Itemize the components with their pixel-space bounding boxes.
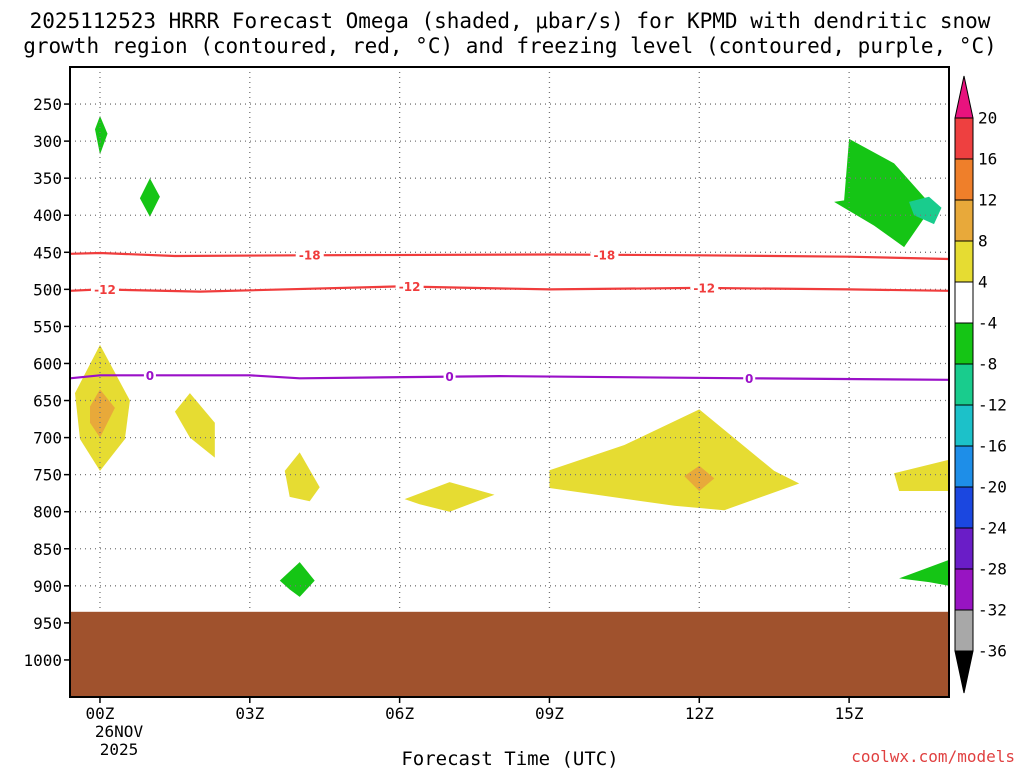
- contour-label-isotherm-minus18-1: -18: [594, 248, 616, 262]
- credit-link[interactable]: coolwx.com/models: [851, 747, 1015, 766]
- contour-label-freezing-level-1: 0: [445, 370, 453, 384]
- colorbar-label--12: -12: [978, 396, 1007, 415]
- colorbar-label--8: -8: [978, 355, 997, 374]
- omega-region-teal-390-16z: [909, 196, 942, 225]
- x-tick-label-00z: 00Z: [86, 704, 115, 723]
- colorbar-box-2: [954, 158, 974, 201]
- y-tick-label-300: 300: [33, 132, 62, 151]
- contour-label-isotherm-minus12-0: -12: [94, 283, 116, 297]
- plot-background: [70, 67, 949, 697]
- omega-region-yellow-750-04z: [284, 452, 320, 502]
- omega-region-green-350-15z: [834, 138, 929, 248]
- contour-label-isotherm-minus18-0: -18: [299, 249, 321, 263]
- omega-region-green-890-16z: [899, 559, 949, 586]
- y-tick-label-900: 900: [33, 577, 62, 596]
- grid: [70, 67, 949, 697]
- colorbar-box-10: [954, 486, 974, 529]
- colorbar-box-9: [954, 445, 974, 488]
- colorbar-box-12: [954, 568, 974, 611]
- colorbar-box-1: [954, 117, 974, 160]
- contour-label-bg-isotherm-minus12-2: [690, 280, 719, 295]
- omega-region-orange-660-00z: [90, 389, 115, 438]
- contour-label-isotherm-minus12-2: -12: [693, 281, 715, 295]
- omega-region-yellow-780-07z: [404, 482, 495, 512]
- colorbar-label--36: -36: [978, 642, 1007, 661]
- colorbar-top-triangle: [954, 75, 974, 119]
- y-tick-label-750: 750: [33, 466, 62, 485]
- x-axis: 00Z 03Z 06Z 09Z 12Z 15Z: [86, 697, 864, 723]
- y-tick-label-1000: 1000: [23, 651, 62, 670]
- omega-region-orange-750-12z: [684, 465, 715, 491]
- y-tick-label-450: 450: [33, 243, 62, 262]
- omega-region-green-380-01z: [139, 178, 160, 217]
- chart-title-line1: 2025112523 HRRR Forecast Omega (shaded, …: [30, 9, 991, 33]
- y-tick-label-550: 550: [33, 317, 62, 336]
- y-tick-label-500: 500: [33, 280, 62, 299]
- y-tick-label-800: 800: [33, 503, 62, 522]
- contour-lines: -18 -18 -12 -12 -12 0 0 0: [69, 247, 950, 386]
- colorbar-bottom-triangle: [954, 650, 974, 694]
- contour-label-bg-isotherm-minus18-1: [590, 247, 619, 262]
- colorbar-box-7: [954, 363, 974, 406]
- colorbar-label--16: -16: [978, 437, 1007, 456]
- x-tick-label-06z: 06Z: [385, 704, 414, 723]
- colorbar-label-4: 4: [978, 273, 988, 292]
- colorbar-box-3: [954, 199, 974, 242]
- omega-region-yellow-680-02z: [174, 393, 215, 458]
- colorbar-label--32: -32: [978, 601, 1007, 620]
- colorbar-label-12: 12: [978, 191, 997, 210]
- y-tick-label-650: 650: [33, 392, 62, 411]
- colorbar-box-8: [954, 404, 974, 447]
- colorbar-label--20: -20: [978, 478, 1007, 497]
- omega-region-green-895-04z: [279, 562, 315, 597]
- colorbar-label-20: 20: [978, 109, 997, 128]
- colorbar-box-4: [954, 240, 974, 283]
- y-tick-label-600: 600: [33, 354, 62, 373]
- date-label-year: 2025: [100, 740, 139, 759]
- y-tick-label-250: 250: [33, 95, 62, 114]
- omega-region-yellow-750-16z: [894, 459, 949, 491]
- x-axis-label: Forecast Time (UTC): [401, 748, 618, 768]
- contour-isotherm-minus18: [69, 251, 950, 261]
- colorbar-label-8: 8: [978, 232, 988, 251]
- x-tick-label-12z: 12Z: [685, 704, 714, 723]
- y-axis: 250 300 350 400 450 500 550 600 650 700 750 800 850 9…: [23, 95, 70, 670]
- contour-label-bg-isotherm-minus12-0: [90, 282, 119, 297]
- colorbar-label--4: -4: [978, 314, 997, 333]
- contour-label-bg-freezing-level-1: [443, 369, 456, 384]
- colorbar-label--28: -28: [978, 560, 1007, 579]
- terrain-block: [70, 611, 949, 697]
- contour-label-bg-freezing-level-0: [143, 368, 156, 383]
- plot-area: -18 -18 -12 -12 -12 0 0 0: [69, 66, 950, 698]
- y-tick-label-350: 350: [33, 169, 62, 188]
- chart-title-line2: growth region (contoured, red, °C) and f…: [23, 34, 997, 58]
- colorbar-box-6: [954, 322, 974, 365]
- colorbar-box-5: [954, 281, 974, 324]
- colorbar-box-11: [954, 527, 974, 570]
- x-tick-label-15z: 15Z: [835, 704, 864, 723]
- colorbar: 20 16 12 8 4 -4 -8 -12 -16 -20 -24 -28 -32 -36: [954, 75, 1007, 694]
- omega-region-green-300-00z: [95, 115, 108, 155]
- y-tick-label-850: 850: [33, 540, 62, 559]
- colorbar-box-13: [954, 609, 974, 652]
- date-label-day: 26NOV: [95, 722, 144, 741]
- colorbar-label--24: -24: [978, 519, 1007, 538]
- contour-label-bg-isotherm-minus12-1: [395, 279, 424, 294]
- y-tick-label-950: 950: [33, 614, 62, 633]
- contour-label-isotherm-minus12-1: -12: [399, 280, 421, 294]
- x-tick-label-03z: 03Z: [235, 704, 264, 723]
- contour-label-freezing-level-2: 0: [745, 372, 753, 386]
- colorbar-label-16: 16: [978, 150, 997, 169]
- y-tick-label-400: 400: [33, 206, 62, 225]
- contour-label-bg-freezing-level-2: [743, 371, 756, 386]
- x-tick-label-09z: 09Z: [535, 704, 564, 723]
- y-tick-label-700: 700: [33, 429, 62, 448]
- contour-label-freezing-level-0: 0: [146, 369, 154, 383]
- contour-label-bg-isotherm-minus18-0: [295, 248, 324, 263]
- omega-region-yellow-740-11z: [549, 409, 800, 511]
- plot-frame: [69, 66, 950, 698]
